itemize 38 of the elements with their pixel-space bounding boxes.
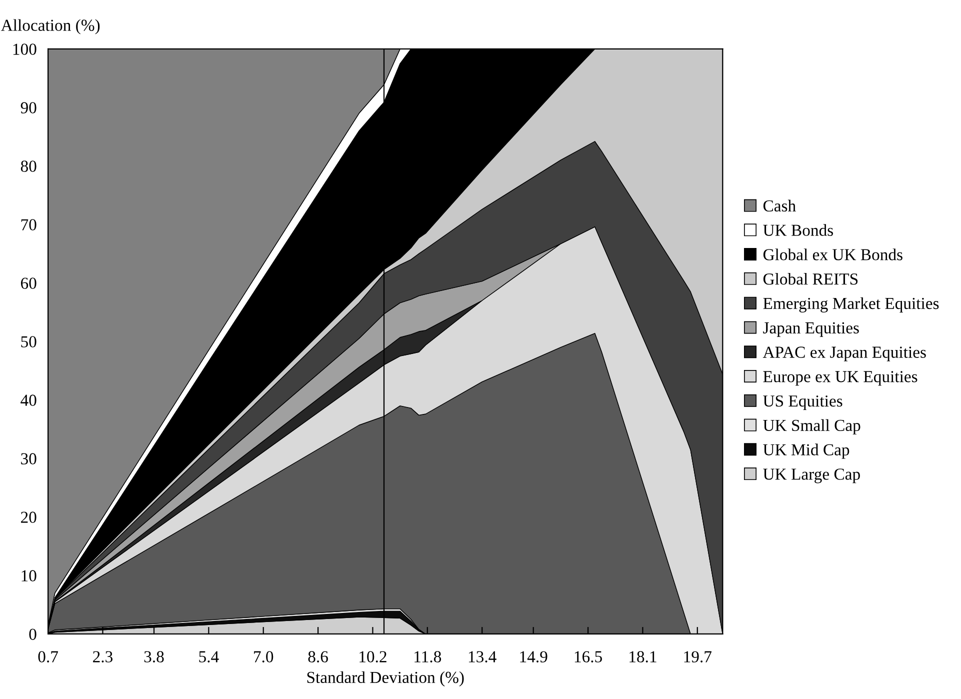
x-tick-label: 2.3 — [93, 651, 112, 662]
legend-label: UK Large Cap — [763, 468, 860, 484]
y-axis-title: Allocation (%) — [0, 19, 100, 34]
x-tick-label: 0.7 — [38, 651, 58, 662]
legend-label: UK Small Cap — [763, 419, 860, 434]
y-tick-label: 0 — [29, 628, 36, 640]
x-tick-label: 16.5 — [574, 651, 602, 662]
x-tick-label: 11.8 — [414, 651, 442, 662]
x-tick-label: 14.9 — [520, 651, 548, 662]
x-tick-label: 18.1 — [630, 651, 656, 662]
y-tick-label: 40 — [20, 394, 36, 406]
y-tick-label: 100 — [13, 44, 36, 55]
legend-label: UK Mid Cap — [763, 444, 850, 459]
legend-label: Global REITS — [763, 272, 858, 285]
legend-label: APAC ex Japan Equities — [762, 346, 926, 362]
legend-label: US Equities — [763, 395, 842, 410]
x-axis-title: Standard Deviation (%) — [307, 671, 464, 686]
legend-label: Japan Equities — [763, 322, 859, 337]
x-tick-label: 10.2 — [360, 651, 386, 662]
y-tick-label: 30 — [21, 453, 36, 464]
x-tick-label: 19.7 — [684, 651, 712, 662]
legend-label: Global ex UK Bonds — [763, 248, 902, 260]
y-tick-label: 10 — [22, 570, 36, 582]
x-tick-label: 3.8 — [144, 651, 164, 662]
legend-label: Emerging Market Equities — [763, 297, 939, 312]
y-tick-label: 80 — [20, 160, 36, 172]
legend-label: Europe ex UK Equities — [763, 371, 918, 386]
y-tick-label: 60 — [20, 278, 36, 289]
x-tick-label: 13.4 — [468, 651, 496, 662]
y-tick-label: 50 — [21, 336, 36, 348]
y-tick-label: 20 — [21, 512, 36, 523]
y-tick-label: 90 — [20, 102, 36, 114]
y-tick-label: 70 — [21, 219, 36, 230]
legend-label: UK Bonds — [763, 224, 833, 236]
x-tick-label: 8.6 — [308, 651, 328, 662]
legend-label: Cash — [763, 200, 796, 212]
x-tick-label: 7.0 — [254, 651, 274, 662]
x-tick-label: 5.4 — [199, 651, 219, 662]
